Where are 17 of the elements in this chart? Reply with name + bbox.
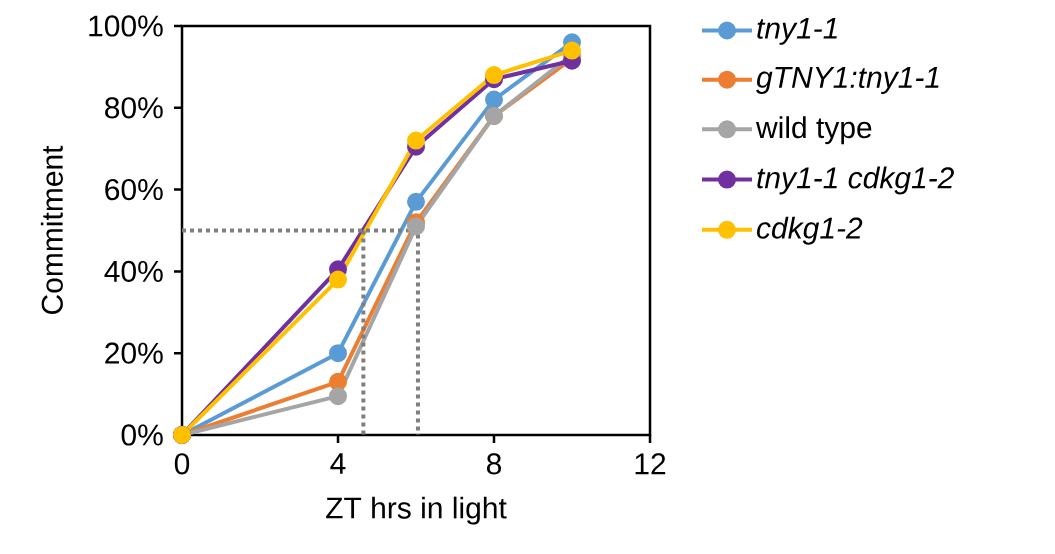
y-tick-label: 60% [105, 178, 163, 201]
legend-label: gTNY1:tny1-1 [756, 67, 939, 94]
legend-label: cdkg1-2 [756, 216, 863, 245]
x-tick-label: 12 [635, 453, 666, 475]
y-tick-label: 0% [121, 424, 163, 446]
legend-label: tny1-1 [757, 17, 837, 45]
y-axis-title: Commitment [40, 145, 63, 314]
x-axis-title: ZT hrs in light [326, 496, 507, 525]
x-tick-label: 4 [330, 453, 346, 474]
legend-label: wild type [755, 116, 872, 145]
y-tick-label: 100% [89, 15, 163, 37]
x-tick-label: 0 [174, 453, 190, 475]
legend-label: tny1-1 cdkg1-2 [757, 166, 954, 195]
y-tick-label: 20% [105, 342, 163, 364]
y-tick-label: 80% [105, 97, 163, 119]
x-tick-label: 8 [486, 453, 502, 475]
y-tick-label: 40% [104, 260, 163, 283]
